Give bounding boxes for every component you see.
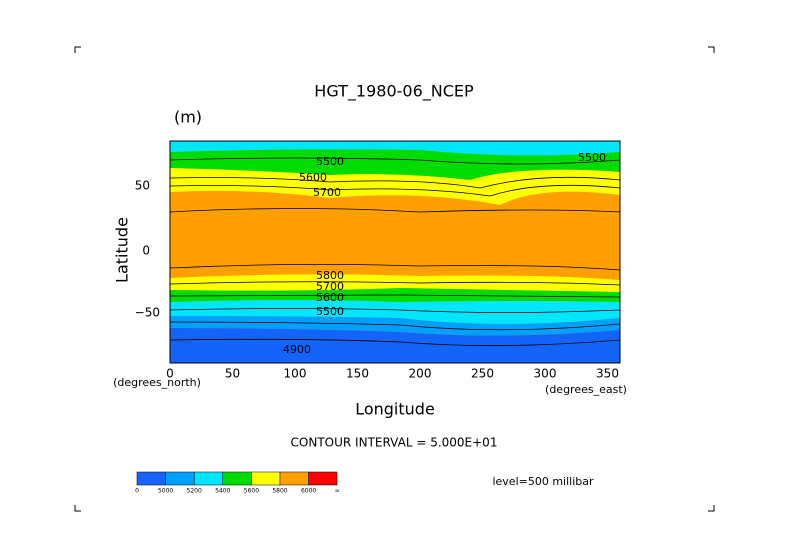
contour-label: 5500	[316, 305, 344, 318]
contour-label: 4900	[283, 343, 311, 356]
x-tick-label: 200	[409, 367, 432, 381]
colorbar-label: 5600	[244, 488, 259, 495]
x-tick-label: 100	[284, 367, 307, 381]
x-tick-label: 0	[166, 367, 174, 381]
colorbar-label: 5800	[272, 488, 287, 495]
colorbar-label: ∞	[335, 488, 340, 495]
x-tick-label: 300	[534, 367, 557, 381]
colorbar-label: 5000	[158, 488, 173, 495]
x-tick-label: 250	[471, 367, 494, 381]
x-axis-note: (degrees_east)	[545, 383, 627, 396]
level-label: level=500 millibar	[492, 475, 594, 488]
units: (m)	[174, 108, 202, 127]
corner-marks	[74, 46, 715, 512]
y-tick-label: −50	[135, 306, 160, 320]
colorbar-label: 6000	[301, 488, 316, 495]
y-tick-label: 0	[142, 244, 150, 258]
contour-interval: CONTOUR INTERVAL = 5.000E+01	[291, 436, 498, 450]
x-tick-label: 50	[225, 367, 240, 381]
y-axis-note: (degrees_north)	[113, 376, 201, 389]
y-tick-label: 50	[135, 179, 150, 193]
contour-label: 5600	[316, 291, 344, 304]
contour-label: 5700	[313, 186, 341, 199]
x-tick-label: 350	[596, 367, 619, 381]
contour-label: 5500	[578, 151, 606, 164]
y-axis-label: Latitude	[113, 217, 132, 283]
map-title: HGT_1980-06_NCEP	[314, 82, 474, 102]
x-tick-label: 150	[346, 367, 369, 381]
contour-label: 5700	[316, 280, 344, 293]
x-axis-label: Longitude	[355, 400, 435, 419]
colorbar-label: 5200	[187, 488, 202, 495]
colorbar-label: 5400	[215, 488, 230, 495]
contour-label: 5600	[299, 171, 327, 184]
contour-field	[169, 140, 621, 364]
colorbar	[136, 471, 338, 486]
colorbar-label: 0	[135, 488, 139, 495]
contour-label: 5500	[316, 155, 344, 168]
contour-label: 5800	[316, 269, 344, 282]
